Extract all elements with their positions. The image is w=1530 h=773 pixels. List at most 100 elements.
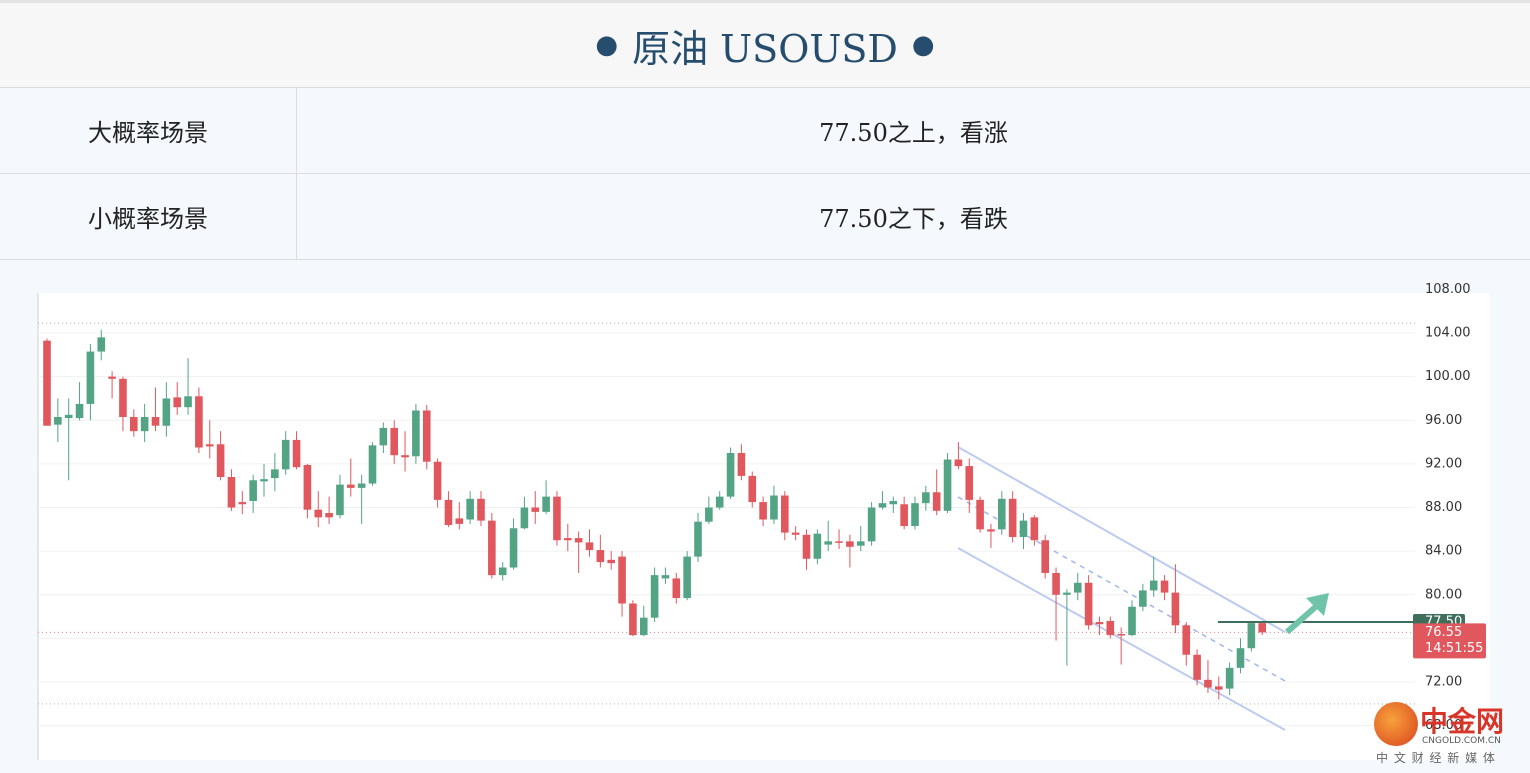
candle-body <box>97 337 106 352</box>
candle-body <box>922 492 930 504</box>
candle-body <box>1247 623 1256 649</box>
candle-body <box>629 603 637 636</box>
candle-body <box>455 518 464 524</box>
candle-body <box>412 410 420 457</box>
candle-body <box>531 507 540 512</box>
candle-body <box>987 529 995 532</box>
candle-body <box>444 499 453 525</box>
candle-body <box>770 495 778 520</box>
candle-body <box>1204 679 1212 688</box>
candle-body <box>357 483 366 488</box>
candle-body <box>1128 606 1136 636</box>
candle-body <box>759 502 767 520</box>
cell: 77.50之上，看涨 <box>819 119 1008 147</box>
candle-body <box>1182 625 1191 655</box>
candle-body <box>639 617 648 636</box>
candle-body <box>1073 582 1082 593</box>
candle-body <box>748 475 757 503</box>
candle-body <box>184 396 192 408</box>
candle-body <box>943 459 952 511</box>
channel-upper <box>957 446 1286 633</box>
y-tick-label: 92.00 <box>1425 456 1462 471</box>
candle-body <box>130 417 138 432</box>
y-tick-label: 104.00 <box>1425 326 1471 341</box>
candle-body <box>900 504 908 527</box>
candle-body <box>314 509 323 518</box>
candle-body <box>216 444 225 477</box>
candle-body <box>140 417 149 432</box>
y-tick-label: 108.00 <box>1425 282 1471 297</box>
table-row: 小概率场景 77.50之下，看跌 <box>0 174 1530 260</box>
y-tick-label: 80.00 <box>1425 587 1462 602</box>
candle-body <box>466 498 474 520</box>
cell: 大概率场景 <box>0 88 297 173</box>
candle-body <box>1008 498 1017 537</box>
candle-body <box>791 532 800 535</box>
candle-body <box>998 498 1006 530</box>
candle-body <box>1236 648 1245 668</box>
candle-body <box>498 567 507 576</box>
candle-body <box>846 541 854 547</box>
candle-body <box>173 397 181 408</box>
candle-body <box>705 507 713 522</box>
candle-body <box>108 376 116 379</box>
candle-body <box>1030 517 1039 541</box>
candle-body <box>281 439 290 470</box>
y-tick-label: 88.00 <box>1425 500 1462 515</box>
candle-body <box>1041 540 1049 573</box>
candle-body <box>1215 686 1223 690</box>
candle-body <box>835 541 843 543</box>
candle-body <box>379 427 388 446</box>
candle-body <box>303 464 312 510</box>
candle-body <box>347 484 355 488</box>
countdown: 14:51:55 <box>1425 641 1483 656</box>
candle-body <box>54 417 62 425</box>
candle-body <box>368 445 377 484</box>
candle-body <box>75 403 84 419</box>
candle-body <box>1084 582 1093 626</box>
candle-body <box>1149 580 1158 591</box>
candle-body <box>336 484 344 516</box>
candle-body <box>813 533 822 559</box>
candle-body <box>433 461 442 500</box>
candle-body <box>889 500 898 505</box>
candle-body <box>271 469 279 479</box>
candle-body <box>715 496 724 508</box>
last-price-label: 76.55 <box>1425 625 1462 640</box>
y-tick-label: 72.00 <box>1425 675 1462 690</box>
cell: 小概率场景 <box>0 174 297 259</box>
watermark: 中金网 CNGOLD.COM.CN 中 文 财 经 新 媒 体 <box>1372 700 1522 770</box>
header: ● 原油 USOUSD ● <box>0 3 1530 88</box>
candle-body <box>867 507 876 542</box>
candle-body <box>661 575 670 579</box>
candle-body <box>564 538 572 541</box>
candle-body <box>585 542 594 551</box>
candle-body <box>1258 623 1266 633</box>
candle-body <box>878 503 887 508</box>
candle-body <box>509 528 518 568</box>
candle-body <box>520 507 529 529</box>
top-bar <box>0 0 1530 3</box>
candle-body <box>618 556 626 604</box>
watermark-domain: CNGOLD.COM.CN <box>1422 736 1501 746</box>
candle-body <box>151 417 160 426</box>
candle-body <box>477 498 485 521</box>
candle-body <box>162 398 171 426</box>
candle-body <box>911 503 919 527</box>
candle-body <box>726 452 735 497</box>
arrow-shaft <box>1285 600 1322 635</box>
candle-body <box>227 476 236 508</box>
candle-body <box>1095 622 1104 625</box>
candle-body <box>1019 520 1028 537</box>
candle-body <box>542 496 550 512</box>
logo <box>1374 702 1418 746</box>
y-tick-label: 68.00 <box>1425 718 1462 733</box>
candle-body <box>596 550 605 563</box>
candle-body <box>86 351 95 404</box>
candle-body <box>43 340 51 426</box>
candle-body <box>488 520 496 576</box>
y-tick-label: 100.00 <box>1425 369 1471 384</box>
cell: 77.50之下，看跌 <box>819 205 1008 233</box>
last-price-box <box>1413 623 1486 659</box>
candle-body <box>737 452 746 476</box>
